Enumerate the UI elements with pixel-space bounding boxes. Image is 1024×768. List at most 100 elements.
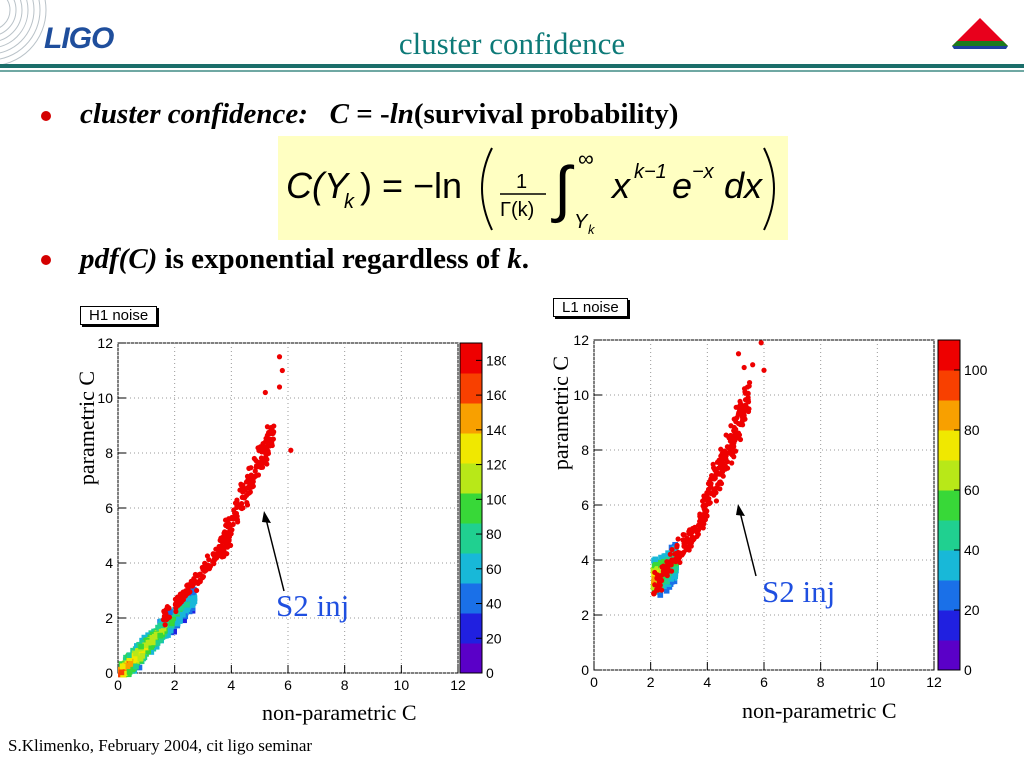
y-tick-label: 6 xyxy=(105,500,113,516)
colorbar-frame xyxy=(459,342,483,674)
scatter-point xyxy=(243,479,250,485)
bullet-tail: (survival probability) xyxy=(413,98,679,130)
y-tick-label: 12 xyxy=(97,335,113,351)
scatter-point xyxy=(669,557,675,563)
colorbar-segment xyxy=(460,433,482,449)
density-cell xyxy=(127,661,134,667)
colorbar-tick-label: 80 xyxy=(486,526,502,542)
scatter-point xyxy=(761,367,767,373)
x-tick-label: 6 xyxy=(760,674,768,690)
y-tick-label: 8 xyxy=(581,442,589,458)
scatter-point xyxy=(726,449,732,455)
density-cell xyxy=(662,553,669,559)
y-tick-label: 10 xyxy=(573,387,589,403)
colorbar-segment xyxy=(460,403,482,419)
scatter-point xyxy=(704,492,710,498)
scatter-point xyxy=(724,459,731,465)
scatter-point xyxy=(700,519,706,525)
scatter-point xyxy=(669,546,675,553)
scatter-point xyxy=(218,548,224,554)
colorbar-tick-label: 20 xyxy=(964,602,980,618)
scatter-point xyxy=(248,484,254,490)
scatter-point xyxy=(202,566,208,572)
x-tick-label: 4 xyxy=(227,677,235,692)
density-cell xyxy=(658,554,664,561)
colorbar-segment xyxy=(460,523,482,539)
scatter-point xyxy=(248,472,254,478)
scatter-point xyxy=(210,551,216,557)
density-cell xyxy=(158,628,165,635)
plot-l1-xlabel: non-parametric C xyxy=(742,698,897,723)
scatter-point xyxy=(738,411,745,417)
ligo-logo-arcs xyxy=(0,0,47,66)
colorbar-segment xyxy=(938,535,960,551)
colorbar-segment xyxy=(460,553,482,569)
scatter-point xyxy=(735,351,742,357)
colorbar-segment xyxy=(460,478,482,494)
scatter-point xyxy=(279,367,285,374)
scatter-point xyxy=(696,527,702,533)
scatter-point xyxy=(173,608,179,615)
scatter-point xyxy=(733,426,739,432)
scatter-point xyxy=(248,465,254,471)
formula-dx: dx xyxy=(724,165,764,206)
density-cell xyxy=(148,649,155,655)
colorbar-segment xyxy=(938,550,960,566)
colorbar-segment xyxy=(460,493,482,509)
scatter-point xyxy=(270,436,276,442)
x-tick-label: 10 xyxy=(870,674,886,690)
scatter-point xyxy=(703,508,710,514)
density-cell xyxy=(168,624,174,631)
density-cell xyxy=(668,576,674,582)
scatter-point xyxy=(163,611,169,618)
scatter-point xyxy=(673,550,679,557)
scatter-point xyxy=(717,486,723,492)
scatter-point xyxy=(724,444,731,450)
formula-x: x xyxy=(610,165,632,206)
x-tick-label: 2 xyxy=(171,677,179,692)
colorbar-segment xyxy=(938,610,960,626)
scatter-point xyxy=(728,432,734,439)
scatter-point xyxy=(662,565,668,571)
y-tick-label: 2 xyxy=(105,610,113,626)
scatter-point xyxy=(651,590,657,596)
scatter-point xyxy=(722,463,728,469)
density-cell xyxy=(664,578,670,585)
density-cell xyxy=(663,587,670,594)
colorbar-segment xyxy=(938,490,960,506)
density-cell xyxy=(657,592,664,598)
scatter-point xyxy=(288,447,294,453)
scatter-point xyxy=(238,481,244,487)
density-cell xyxy=(191,595,197,601)
colorbar-tick-label: 40 xyxy=(964,542,980,558)
colorbar-segment xyxy=(938,385,960,401)
y-tick-label: 10 xyxy=(97,390,113,406)
scatter-point xyxy=(718,453,724,459)
scatter-point xyxy=(708,476,714,482)
density-cell xyxy=(668,579,675,585)
scatter-point xyxy=(652,582,658,588)
scatter-point xyxy=(232,511,238,517)
density-cell xyxy=(672,573,679,579)
density-cell xyxy=(141,634,148,641)
density-cell xyxy=(182,607,189,614)
scatter-point xyxy=(700,503,706,509)
x-tick-label: 12 xyxy=(926,674,942,690)
scatter-point xyxy=(218,543,224,549)
scatter-point xyxy=(232,500,239,506)
density-cell xyxy=(133,650,139,657)
scatter-point xyxy=(213,546,219,552)
scatter-point xyxy=(175,602,181,608)
scatter-point xyxy=(264,456,270,463)
colorbar-tick-label: 40 xyxy=(486,596,502,612)
scatter-point xyxy=(708,480,714,487)
scatter-point xyxy=(229,527,235,533)
scatter-point xyxy=(241,488,247,494)
density-cell xyxy=(145,648,152,655)
scatter-point xyxy=(253,457,259,464)
scatter-point xyxy=(221,530,227,536)
colorbar-tick-label: 60 xyxy=(486,561,502,577)
scatter-point xyxy=(718,446,724,452)
density-cell xyxy=(654,566,660,573)
colorbar-segment xyxy=(460,508,482,524)
